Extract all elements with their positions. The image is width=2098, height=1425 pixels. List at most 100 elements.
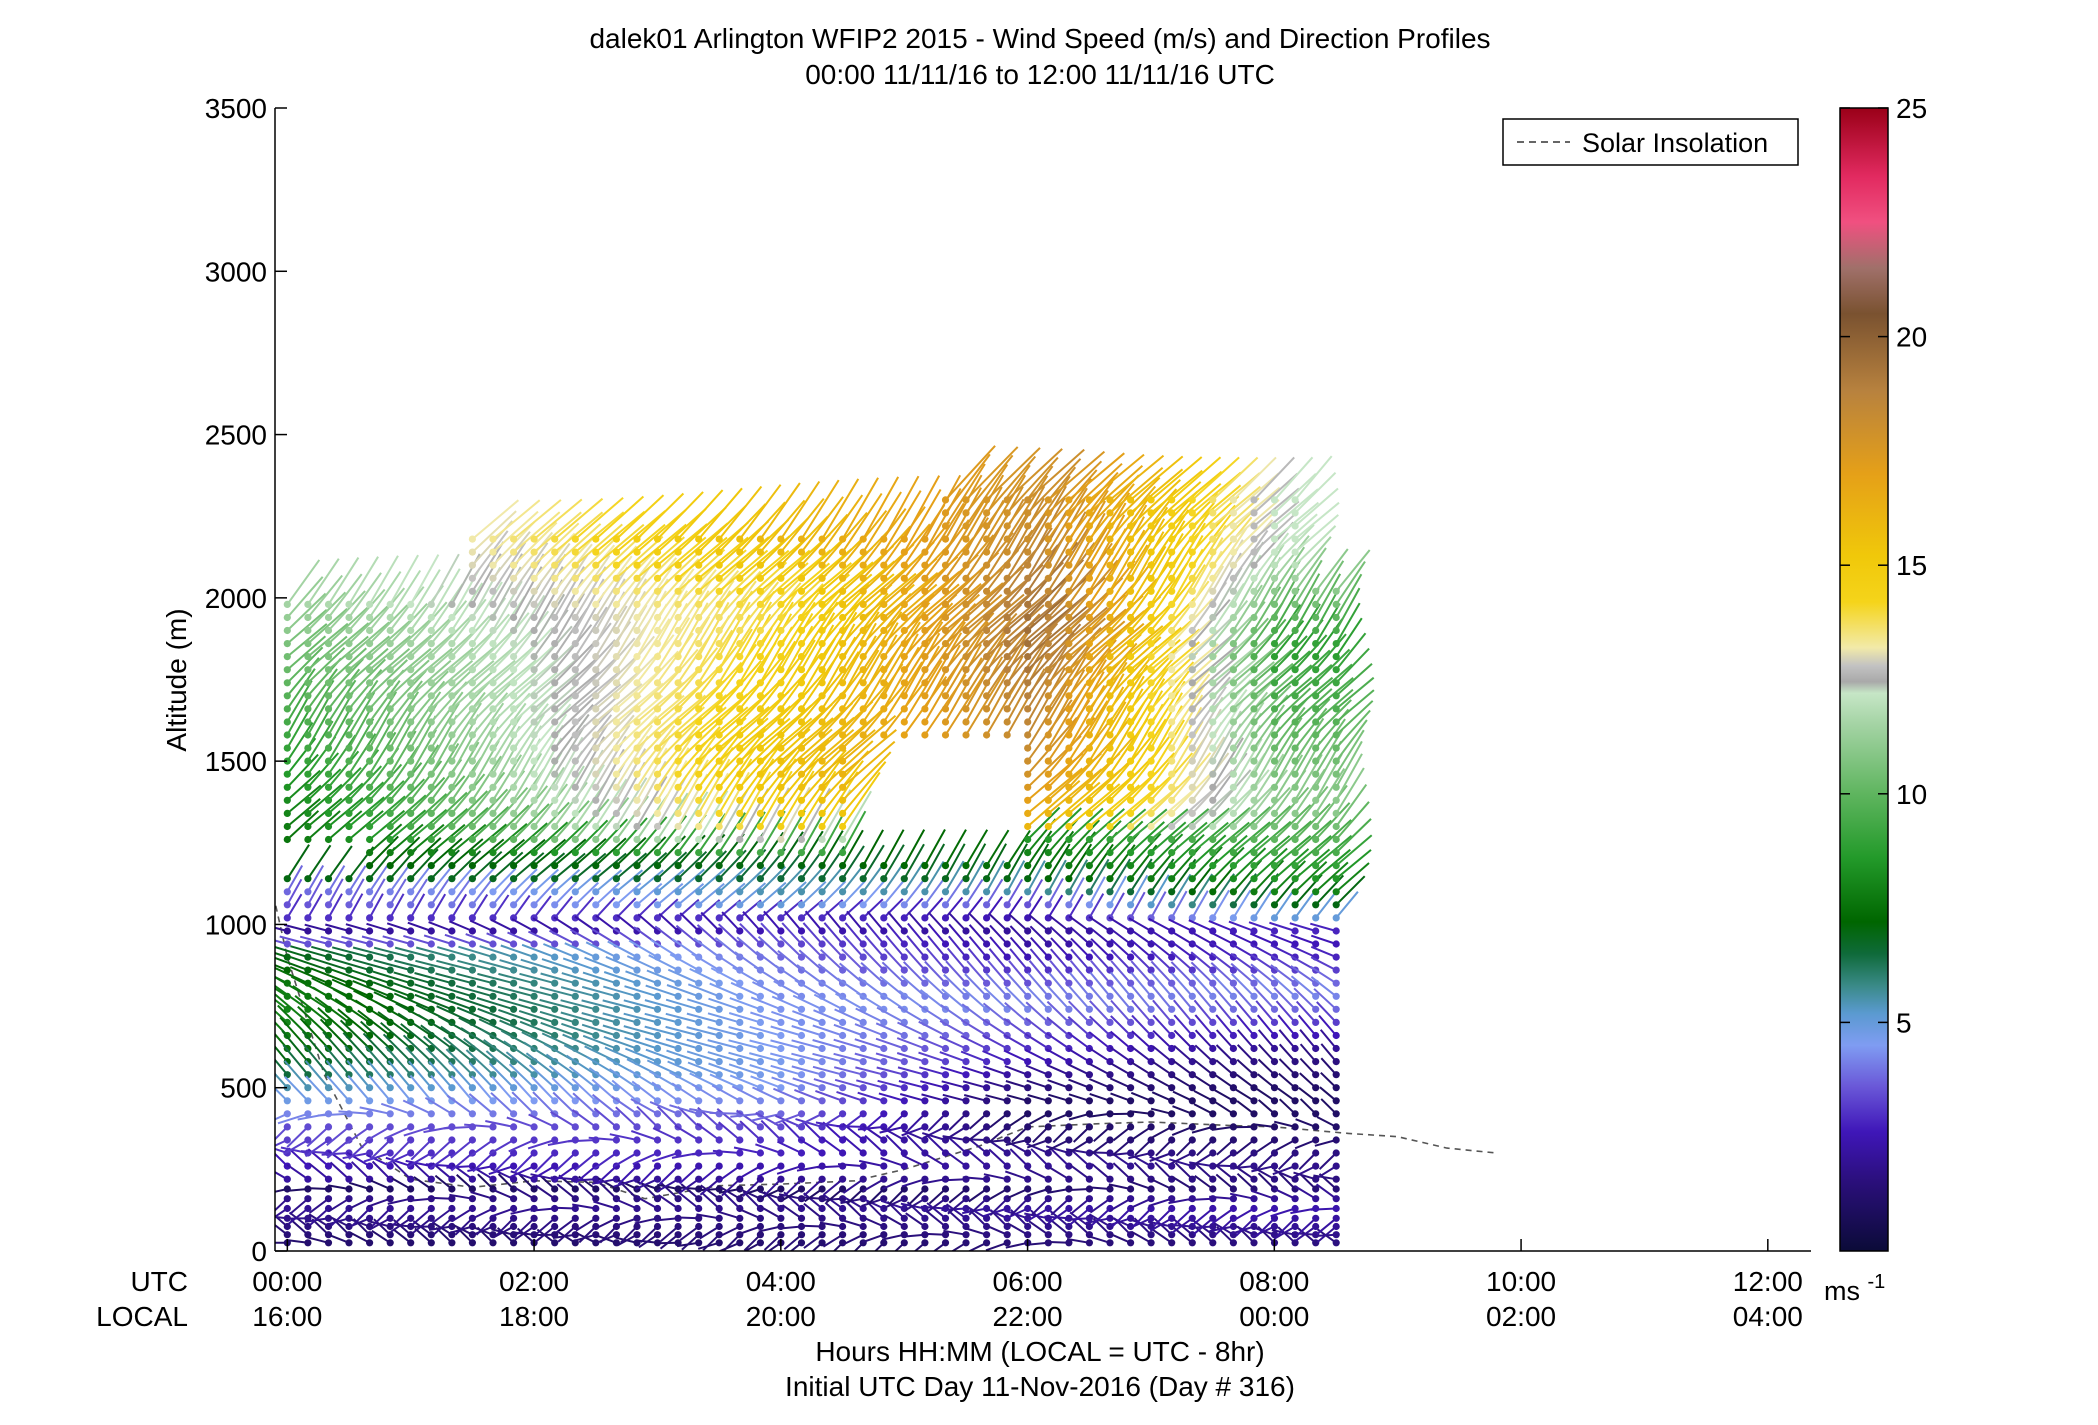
wind-barb-shaft [331,978,371,998]
wind-barb-shaft [712,1149,740,1154]
wind-barb-shaft [944,878,964,906]
wind-barb-dot [859,1149,867,1157]
wind-barb-shaft [512,683,557,723]
wind-barb-shaft [492,851,524,880]
wind-barb-shaft [492,644,536,684]
wind-barb-dot [695,1110,703,1118]
wind-barb-shaft [985,498,1025,566]
wind-barb-shaft [471,1225,494,1237]
wind-barb-shaft [451,631,494,671]
wind-barb-shaft [780,865,807,893]
wind-barb-shaft [514,1225,535,1241]
wind-barb-dot [551,1214,559,1222]
wind-barb-dot [324,835,333,844]
wind-barb-dot [1147,574,1155,582]
wind-barb-shaft [729,1074,761,1089]
wind-barb-dot [1024,1123,1032,1131]
wind-barb-dot [1065,901,1073,909]
wind-barb-dot [1209,1214,1217,1222]
wind-barb-dot [756,1031,765,1040]
wind-barb-shaft [718,560,766,606]
wind-barb-shaft [857,1091,885,1102]
wind-barb-shaft [875,1022,905,1037]
wind-barb-dot [407,613,415,622]
wind-barb-dot [839,1071,847,1079]
wind-barb-dot [448,809,456,818]
wind-barb-shaft [798,1138,823,1154]
wind-barb-shaft [903,632,941,697]
wind-barb-dot [407,1110,415,1118]
wind-barb-shaft [968,935,988,958]
wind-barb-shaft [593,1107,618,1128]
wind-barb-dot [1106,875,1114,883]
wind-barb-shaft [1067,1047,1090,1063]
wind-barb-dot [1044,522,1052,530]
wind-barb-shaft [731,1085,761,1102]
wind-barb-shaft [1006,972,1029,997]
wind-barb-dot [1147,600,1155,609]
wind-barb-shaft [841,810,867,854]
wind-barb-dot [777,1110,785,1118]
wind-barb-shaft [1150,651,1198,697]
wind-barb-dot [962,966,970,974]
wind-barb-shaft [409,601,448,645]
wind-barb-shaft [628,1069,659,1089]
wind-barb-dot [489,1044,497,1053]
wind-barb-dot [324,888,333,896]
wind-barb-dot [1065,718,1073,726]
wind-barb-dot [1085,1162,1093,1170]
wind-barb-dot [1106,862,1114,870]
wind-barb-shaft [511,1076,535,1102]
wind-barb-dot [366,692,374,700]
wind-barb-shaft [924,644,961,710]
wind-barb-shaft [646,1059,679,1076]
wind-barb-dot [551,875,559,883]
wind-barb-shaft [387,1060,412,1089]
wind-barb-shaft [1068,893,1084,919]
wind-barb-dot [1065,1239,1073,1247]
wind-barb-dot [448,640,456,648]
wind-barb-shaft [400,1023,432,1050]
wind-barb-dot [797,1110,806,1118]
wind-barb-dot [1024,875,1032,883]
wind-barb-shaft [451,582,484,632]
wind-barb-shaft [1011,1126,1029,1143]
wind-barb-dot [756,1123,765,1131]
wind-barb-dot [571,1031,579,1040]
wind-barb-shaft [539,986,576,998]
wind-barb-dot [756,718,765,726]
wind-barb-dot [407,875,415,883]
wind-barb-dot [653,1231,662,1239]
wind-barb-shaft [388,1074,412,1102]
wind-barb-shaft [904,1197,926,1212]
wind-barb-dot [633,731,641,739]
wind-barb-dot [1168,1204,1176,1213]
wind-barb-dot [653,809,662,818]
wind-barb-dot [839,796,847,804]
wind-barb-dot [1085,496,1093,504]
wind-barb-dot [1168,770,1176,778]
wind-barb-dot [489,822,497,831]
wind-barb-dot [715,914,723,922]
wind-barb-dot [633,1044,641,1053]
wind-barb-dot [571,822,579,831]
wind-barb-shaft [305,1075,330,1102]
wind-barb-shaft [821,899,844,919]
wind-barb-dot [736,640,744,648]
wind-barb-dot [1003,1110,1011,1118]
wind-barb-shaft [644,1012,679,1024]
wind-barb-dot [797,653,806,661]
wind-barb-dot [715,927,723,935]
wind-barb-dot [1168,1018,1176,1026]
wind-barb-shaft [471,659,516,697]
wind-barb-dot [530,1123,538,1131]
wind-barb-shaft [595,694,642,736]
wind-barb-dot [695,718,703,726]
wind-barb-shaft [443,1125,473,1130]
wind-barb-shaft [650,938,679,958]
wind-barb-dot [1065,1084,1073,1092]
wind-barb-dot [1024,770,1032,778]
wind-barb-shaft [1004,986,1029,1011]
wind-barb-dot [345,731,353,739]
wind-barb-dot [839,770,847,778]
